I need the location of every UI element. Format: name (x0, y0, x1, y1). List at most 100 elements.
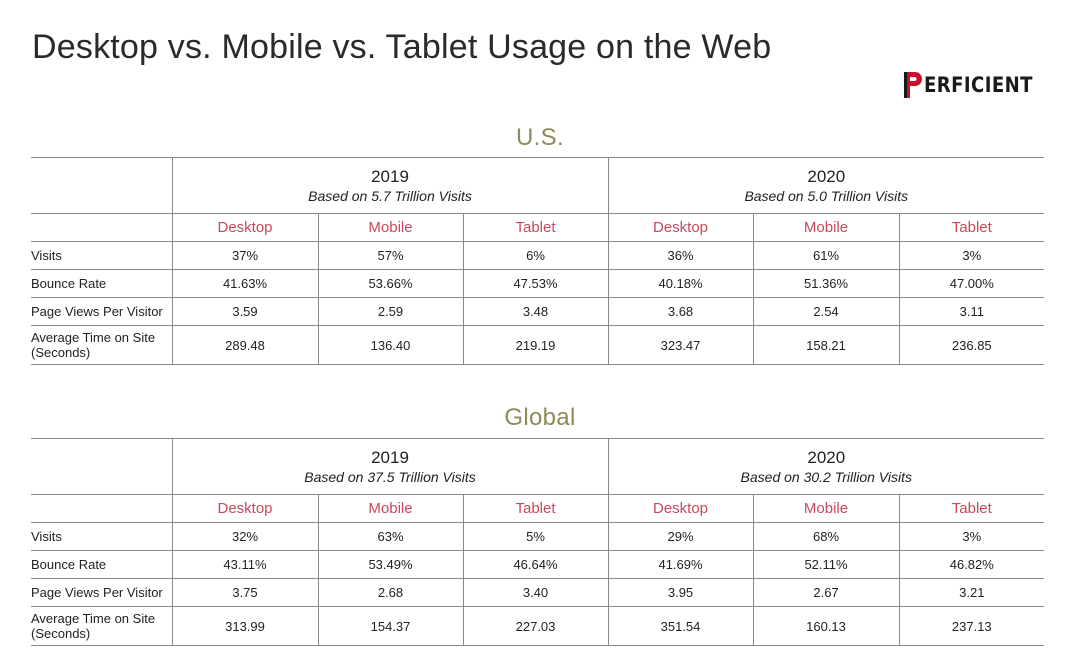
us-table: 2019 Based on 5.7 Trillion Visits 2020 B… (31, 157, 1045, 365)
visits-basis: Based on 37.5 Trillion Visits (304, 468, 476, 485)
table-cell: 3% (898, 241, 1045, 270)
table-cell: 2.59 (317, 297, 463, 326)
visits-basis: Based on 30.2 Trillion Visits (740, 468, 913, 485)
empty-corner-cell (31, 157, 172, 214)
device-header: Mobile (317, 494, 463, 523)
row-label: Average Time on Site (Seconds) (31, 606, 172, 646)
table-cell: 3.68 (607, 297, 754, 326)
table-cell: 61% (752, 241, 900, 270)
table-cell: 37% (171, 241, 318, 270)
device-header: Mobile (752, 213, 900, 242)
table-cell: 227.03 (462, 606, 609, 646)
visits-basis: Based on 5.0 Trillion Visits (744, 187, 909, 204)
table-cell: 3.40 (462, 578, 609, 607)
empty-label-cell (31, 213, 172, 242)
table-cell: 3.48 (462, 297, 609, 326)
table-row: Average Time on Site (Seconds) 289.48 13… (31, 325, 1045, 365)
device-header: Desktop (171, 494, 318, 523)
table-cell: 63% (317, 522, 463, 551)
table-cell: 43.11% (171, 550, 318, 579)
table-cell: 219.19 (462, 325, 609, 365)
table-cell: 3.75 (171, 578, 318, 607)
row-label: Bounce Rate (31, 550, 172, 579)
table-row: Page Views Per Visitor 3.75 2.68 3.40 3.… (31, 578, 1045, 607)
table-cell: 158.21 (752, 325, 900, 365)
table-cell: 237.13 (898, 606, 1045, 646)
table-cell: 136.40 (317, 325, 463, 365)
table-cell: 36% (607, 241, 754, 270)
visits-basis: Based on 5.7 Trillion Visits (308, 187, 472, 204)
section-title-us: U.S. (516, 124, 564, 151)
empty-label-cell (31, 494, 172, 523)
year-label: 2019 (371, 166, 409, 186)
table-cell: 32% (171, 522, 318, 551)
table-cell: 236.85 (898, 325, 1045, 365)
table-cell: 313.99 (171, 606, 318, 646)
table-cell: 3.21 (898, 578, 1045, 607)
table-cell: 41.69% (607, 550, 754, 579)
row-label: Average Time on Site (Seconds) (31, 325, 172, 365)
table-cell: 2.68 (317, 578, 463, 607)
table-cell: 3% (898, 522, 1045, 551)
row-label: Visits (31, 241, 172, 270)
table-cell: 5% (462, 522, 609, 551)
table-cell: 46.82% (898, 550, 1045, 579)
logo-text: ERFICIENT (924, 73, 1033, 97)
table-cell: 52.11% (752, 550, 900, 579)
table-cell: 68% (752, 522, 900, 551)
empty-corner-cell (31, 438, 172, 495)
table-row: Bounce Rate 41.63% 53.66% 47.53% 40.18% … (31, 269, 1045, 298)
table-cell: 160.13 (752, 606, 900, 646)
table-cell: 46.64% (462, 550, 609, 579)
table-row: Average Time on Site (Seconds) 313.99 15… (31, 606, 1045, 646)
table-cell: 351.54 (607, 606, 754, 646)
year-header-row: 2019 Based on 37.5 Trillion Visits 2020 … (31, 438, 1045, 495)
device-header: Desktop (607, 494, 754, 523)
row-label-line: (Seconds) (31, 626, 91, 641)
table-cell: 57% (317, 241, 463, 270)
table-row: Visits 32% 63% 5% 29% 68% 3% (31, 522, 1045, 551)
table-cell: 2.54 (752, 297, 900, 326)
device-header: Mobile (317, 213, 463, 242)
row-label: Page Views Per Visitor (31, 297, 172, 326)
device-header: Mobile (752, 494, 900, 523)
row-label: Bounce Rate (31, 269, 172, 298)
row-label-line: (Seconds) (31, 345, 91, 360)
table-cell: 29% (607, 522, 754, 551)
device-header: Desktop (607, 213, 754, 242)
table-cell: 51.36% (752, 269, 900, 298)
device-header: Desktop (171, 213, 318, 242)
table-cell: 40.18% (607, 269, 754, 298)
year-group-2020: 2020 Based on 30.2 Trillion Visits (607, 438, 1045, 495)
year-group-2020: 2020 Based on 5.0 Trillion Visits (607, 157, 1045, 214)
device-header: Tablet (462, 213, 609, 242)
table-cell: 41.63% (171, 269, 318, 298)
table-cell: 53.49% (317, 550, 463, 579)
table-cell: 3.95 (607, 578, 754, 607)
device-header-row: Desktop Mobile Tablet Desktop Mobile Tab… (31, 213, 1045, 242)
global-table: 2019 Based on 37.5 Trillion Visits 2020 … (31, 438, 1045, 646)
section-title-global: Global (504, 404, 576, 431)
row-label: Page Views Per Visitor (31, 578, 172, 607)
table-row: Visits 37% 57% 6% 36% 61% 3% (31, 241, 1045, 270)
row-label: Visits (31, 522, 172, 551)
table-cell: 3.11 (898, 297, 1045, 326)
row-label-line: Average Time on Site (31, 330, 156, 345)
device-header: Tablet (898, 494, 1045, 523)
table-cell: 47.00% (898, 269, 1045, 298)
perficient-logo: ERFICIENT (903, 70, 1051, 100)
year-label: 2019 (371, 447, 409, 467)
table-cell: 6% (462, 241, 609, 270)
table-cell: 323.47 (607, 325, 754, 365)
row-label-line: Average Time on Site (31, 611, 156, 626)
table-cell: 53.66% (317, 269, 463, 298)
page-title: Desktop vs. Mobile vs. Tablet Usage on t… (32, 28, 772, 66)
perficient-p-icon (903, 71, 923, 99)
year-label: 2020 (807, 166, 846, 186)
table-cell: 289.48 (171, 325, 318, 365)
table-cell: 154.37 (317, 606, 463, 646)
table-cell: 47.53% (462, 269, 609, 298)
year-header-row: 2019 Based on 5.7 Trillion Visits 2020 B… (31, 157, 1045, 214)
year-group-2019: 2019 Based on 37.5 Trillion Visits (171, 438, 609, 495)
table-row: Page Views Per Visitor 3.59 2.59 3.48 3.… (31, 297, 1045, 326)
